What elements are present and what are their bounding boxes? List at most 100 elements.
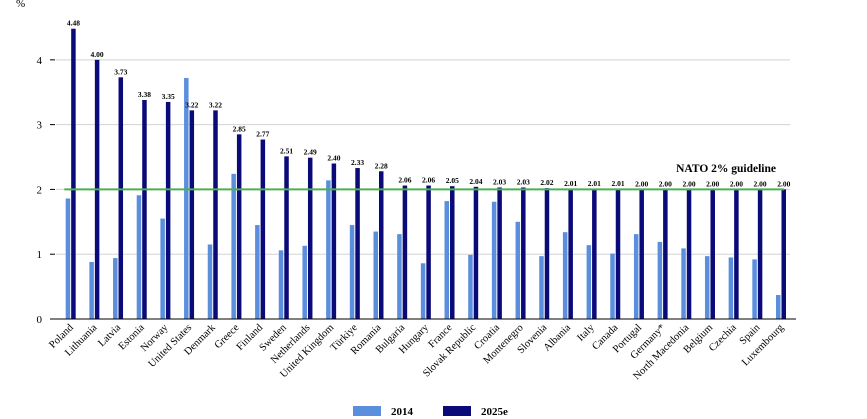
value-label: 2.33 <box>351 158 364 167</box>
bar-2014-albania <box>562 232 568 319</box>
bar-2025e-hungary <box>426 185 431 319</box>
bar-2014-portugal <box>633 234 639 319</box>
bar-2014-canada <box>610 253 615 319</box>
bar-2014-lithuania <box>89 261 94 319</box>
y-tick-label: 4 <box>37 55 43 67</box>
value-label: 2.01 <box>611 179 624 188</box>
value-label: 2.06 <box>398 176 411 185</box>
bar-2025e-luxembourg <box>781 189 787 319</box>
bar-2014-croatia <box>491 201 497 319</box>
y-axis: 0 1 2 3 4 <box>37 55 55 326</box>
value-label: 2.05 <box>446 176 459 185</box>
bar-2025e-latvia <box>118 77 124 319</box>
value-label: 2.03 <box>517 177 530 186</box>
legend-label-2025e: 2025e <box>481 406 508 418</box>
bar-2025e-montenegro <box>521 187 526 319</box>
bar-2025e-portugal <box>639 189 644 319</box>
bar-2014-sweden <box>278 250 284 319</box>
y-tick-label: 1 <box>37 249 43 261</box>
value-label: 2.01 <box>564 179 577 188</box>
bar-2014-germany- <box>657 241 663 319</box>
bar-2014-norway <box>160 218 165 319</box>
value-labels: 4.48 4.00 3.73 3.38 3.35 3.22 3.22 2.85 2.77 2.51… <box>67 19 791 189</box>
bar-2014-belgium <box>704 256 710 319</box>
bar-2025e-finland <box>260 139 266 319</box>
value-label: 2.00 <box>682 179 695 188</box>
value-label: 2.00 <box>635 179 648 188</box>
bar-2014-romania <box>373 231 378 319</box>
value-label: 4.48 <box>67 19 80 28</box>
y-axis-unit-label: % <box>16 0 25 10</box>
value-label: 3.35 <box>162 92 175 101</box>
bar-2014-slovenia <box>539 256 544 319</box>
bar-2025e-france <box>450 186 455 319</box>
bar-2025e-czechia <box>734 189 739 319</box>
value-label: 4.00 <box>91 50 104 59</box>
value-label: 2.00 <box>730 179 743 188</box>
legend-swatch-2014 <box>353 406 381 416</box>
bar-2025e-germany- <box>663 189 668 319</box>
bar-2014-luxembourg <box>776 295 781 319</box>
y-tick-label: 2 <box>37 184 43 196</box>
bar-2014-czechia <box>728 257 734 319</box>
bar-2014-poland <box>65 198 71 319</box>
bar-2014-italy <box>586 245 592 319</box>
value-label: 2.40 <box>327 154 340 163</box>
bar-2025e-united-kingdom <box>331 163 337 319</box>
bar-2014-bulgaria <box>397 234 402 319</box>
bar-2014-slovak-republic <box>468 254 473 319</box>
legend-swatch-2025e <box>443 406 471 416</box>
bar-2014-greece <box>231 173 236 319</box>
bar-2014-estonia <box>136 195 142 319</box>
y-tick-label: 0 <box>37 314 43 326</box>
bar-2014-netherlands <box>302 245 307 319</box>
bar-2014-denmark <box>207 244 213 319</box>
legend-label-2014: 2014 <box>391 406 414 418</box>
value-label: 2.00 <box>706 179 719 188</box>
value-label: 2.49 <box>304 148 317 157</box>
bar-2014-spain <box>752 259 757 319</box>
value-label: 2.28 <box>375 161 388 170</box>
bar-2025e-canada <box>615 188 621 319</box>
nato-guideline-label: NATO 2% guideline <box>676 163 776 175</box>
bar-2014-t-rkiye <box>349 225 355 319</box>
bar-2025e-romania <box>378 171 384 319</box>
value-label: 2.06 <box>422 176 435 185</box>
value-label: 2.04 <box>469 177 482 186</box>
bar-2025e-spain <box>757 189 763 319</box>
value-label: 2.03 <box>493 177 506 186</box>
bar-2025e-greece <box>236 134 242 319</box>
value-label: 3.22 <box>185 100 198 109</box>
value-label: 2.51 <box>280 146 293 155</box>
bar-2025e-sweden <box>284 156 289 319</box>
y-tick-label: 3 <box>37 120 43 132</box>
bar-2014-montenegro <box>515 221 521 319</box>
bar-2014-latvia <box>113 258 118 319</box>
bar-2025e-albania <box>568 188 573 319</box>
bar-2025e-slovenia <box>544 188 550 319</box>
bar-2014-hungary <box>420 263 426 319</box>
bar-2025e-norway <box>165 101 171 320</box>
bar-2014-north-macedonia <box>681 248 686 319</box>
value-label: 2.01 <box>588 179 601 188</box>
x-tick-label: Albania <box>542 322 574 354</box>
value-label: 2.00 <box>659 179 672 188</box>
bar-2025e-denmark <box>213 110 218 319</box>
bar-2025e-united-states <box>189 110 195 319</box>
value-label: 2.85 <box>233 124 246 133</box>
bar-2025e-t-rkiye <box>355 168 360 319</box>
bar-2014-finland <box>255 225 260 319</box>
x-axis-labels: PolandLithuaniaLatviaEstoniaNorwayUnited… <box>47 322 786 382</box>
value-label: 3.38 <box>138 90 151 99</box>
bar-2025e-slovak-republic <box>473 186 479 319</box>
bar-2014-united-kingdom <box>326 180 331 319</box>
legend: 2014 2025e <box>353 406 508 418</box>
bar-2025e-estonia <box>142 100 147 319</box>
bar-2014-united-states <box>184 77 189 319</box>
bar-2014-france <box>444 201 450 319</box>
bar-2025e-bulgaria <box>402 185 408 319</box>
value-label: 2.00 <box>754 179 767 188</box>
value-label: 2.77 <box>256 130 269 139</box>
bar-2025e-belgium <box>710 189 715 319</box>
